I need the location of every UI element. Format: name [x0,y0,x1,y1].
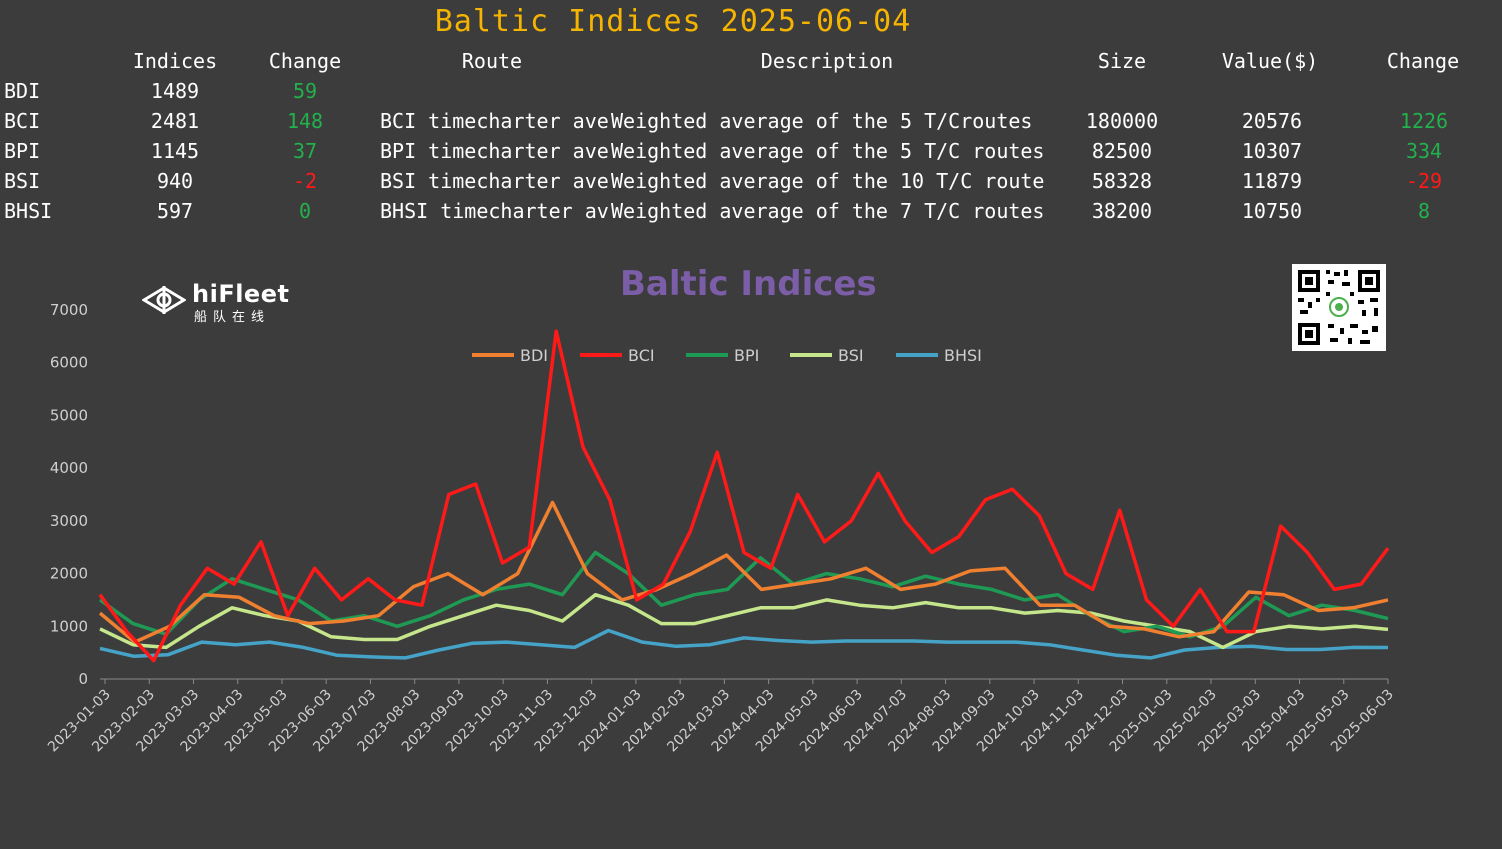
col-header-description: Description [760,49,894,73]
row-name: BHSI [4,199,53,223]
row-name: BSI [4,169,41,193]
y-tick-label: 3000 [50,512,88,530]
qr-code [1292,264,1386,351]
row-size: 82500 [1091,139,1153,163]
y-tick-label: 7000 [50,301,88,319]
row-value-change: 8 [1417,199,1431,223]
row-description: Weighted average of the 7 T/C routes [611,199,1045,223]
row-size: 38200 [1091,199,1153,223]
row-change: 0 [298,199,312,223]
row-value-change: 334 [1405,139,1443,163]
row-size: 180000 [1085,109,1159,133]
page-title: Baltic Indices 2025-06-04 [434,4,912,39]
col-header-value: Value($) [1221,49,1319,73]
y-tick-label: 5000 [50,406,88,424]
row-value-change: 1226 [1399,109,1449,133]
series-line-bhsi [99,628,1389,660]
y-tick-label: 6000 [50,354,88,372]
row-route: BPI timecharter ave [380,139,609,163]
chart-title: Baltic Indices [620,264,877,304]
row-value: 10307 [1241,139,1303,163]
row-index: 1145 [150,139,200,163]
row-index: 2481 [150,109,200,133]
row-route: BHSI timecharter av [380,199,609,223]
row-index: 940 [156,169,194,193]
row-description: Weighted average of the 10 T/C route [611,169,1045,193]
row-name: BCI [4,109,41,133]
series-line-bci [98,329,1390,663]
y-tick-label: 1000 [50,617,88,635]
legend-label-bci[interactable]: BCI [628,346,655,365]
row-value: 20576 [1241,109,1303,133]
col-header-size: Size [1097,49,1147,73]
row-size: 58328 [1091,169,1153,193]
row-value: 11879 [1241,169,1303,193]
row-route: BCI timecharter ave [380,109,609,133]
logo-subtitle: 船队在线 [194,310,271,325]
y-tick-label: 4000 [50,459,88,477]
legend-label-bsi[interactable]: BSI [838,346,864,365]
qr-code-image [1298,270,1380,345]
col-header-route: Route [461,49,523,73]
row-change: 37 [292,139,318,163]
logo-name: hiFleet [192,280,290,308]
row-change: 59 [292,79,318,103]
y-tick-label: 2000 [50,565,88,583]
row-change: -2 [292,169,318,193]
series-line-bsi [99,592,1389,650]
col-header-value-change: Change [1386,49,1460,73]
col-header-change: Change [268,49,342,73]
baltic-indices-chart: 010002000300040005000600070002023-01-032… [45,301,1397,755]
series-line-bdi [98,500,1389,644]
row-value-change: -29 [1405,169,1443,193]
row-change: 148 [286,109,324,133]
row-description: Weighted average of the 5 T/C routes [611,139,1045,163]
y-tick-label: 0 [78,670,88,688]
legend-label-bdi[interactable]: BDI [520,346,548,365]
row-value: 10750 [1241,199,1303,223]
row-description: Weighted average of the 5 T/Croutes [611,109,1033,133]
row-name: BPI [4,139,41,163]
col-header-indices: Indices [132,49,218,73]
row-index: 1489 [150,79,200,103]
legend-label-bpi[interactable]: BPI [734,346,759,365]
logo-icon [142,286,186,314]
row-route: BSI timecharter ave [380,169,609,193]
row-name: BDI [4,79,41,103]
row-index: 597 [156,199,194,223]
legend-label-bhsi[interactable]: BHSI [944,346,982,365]
